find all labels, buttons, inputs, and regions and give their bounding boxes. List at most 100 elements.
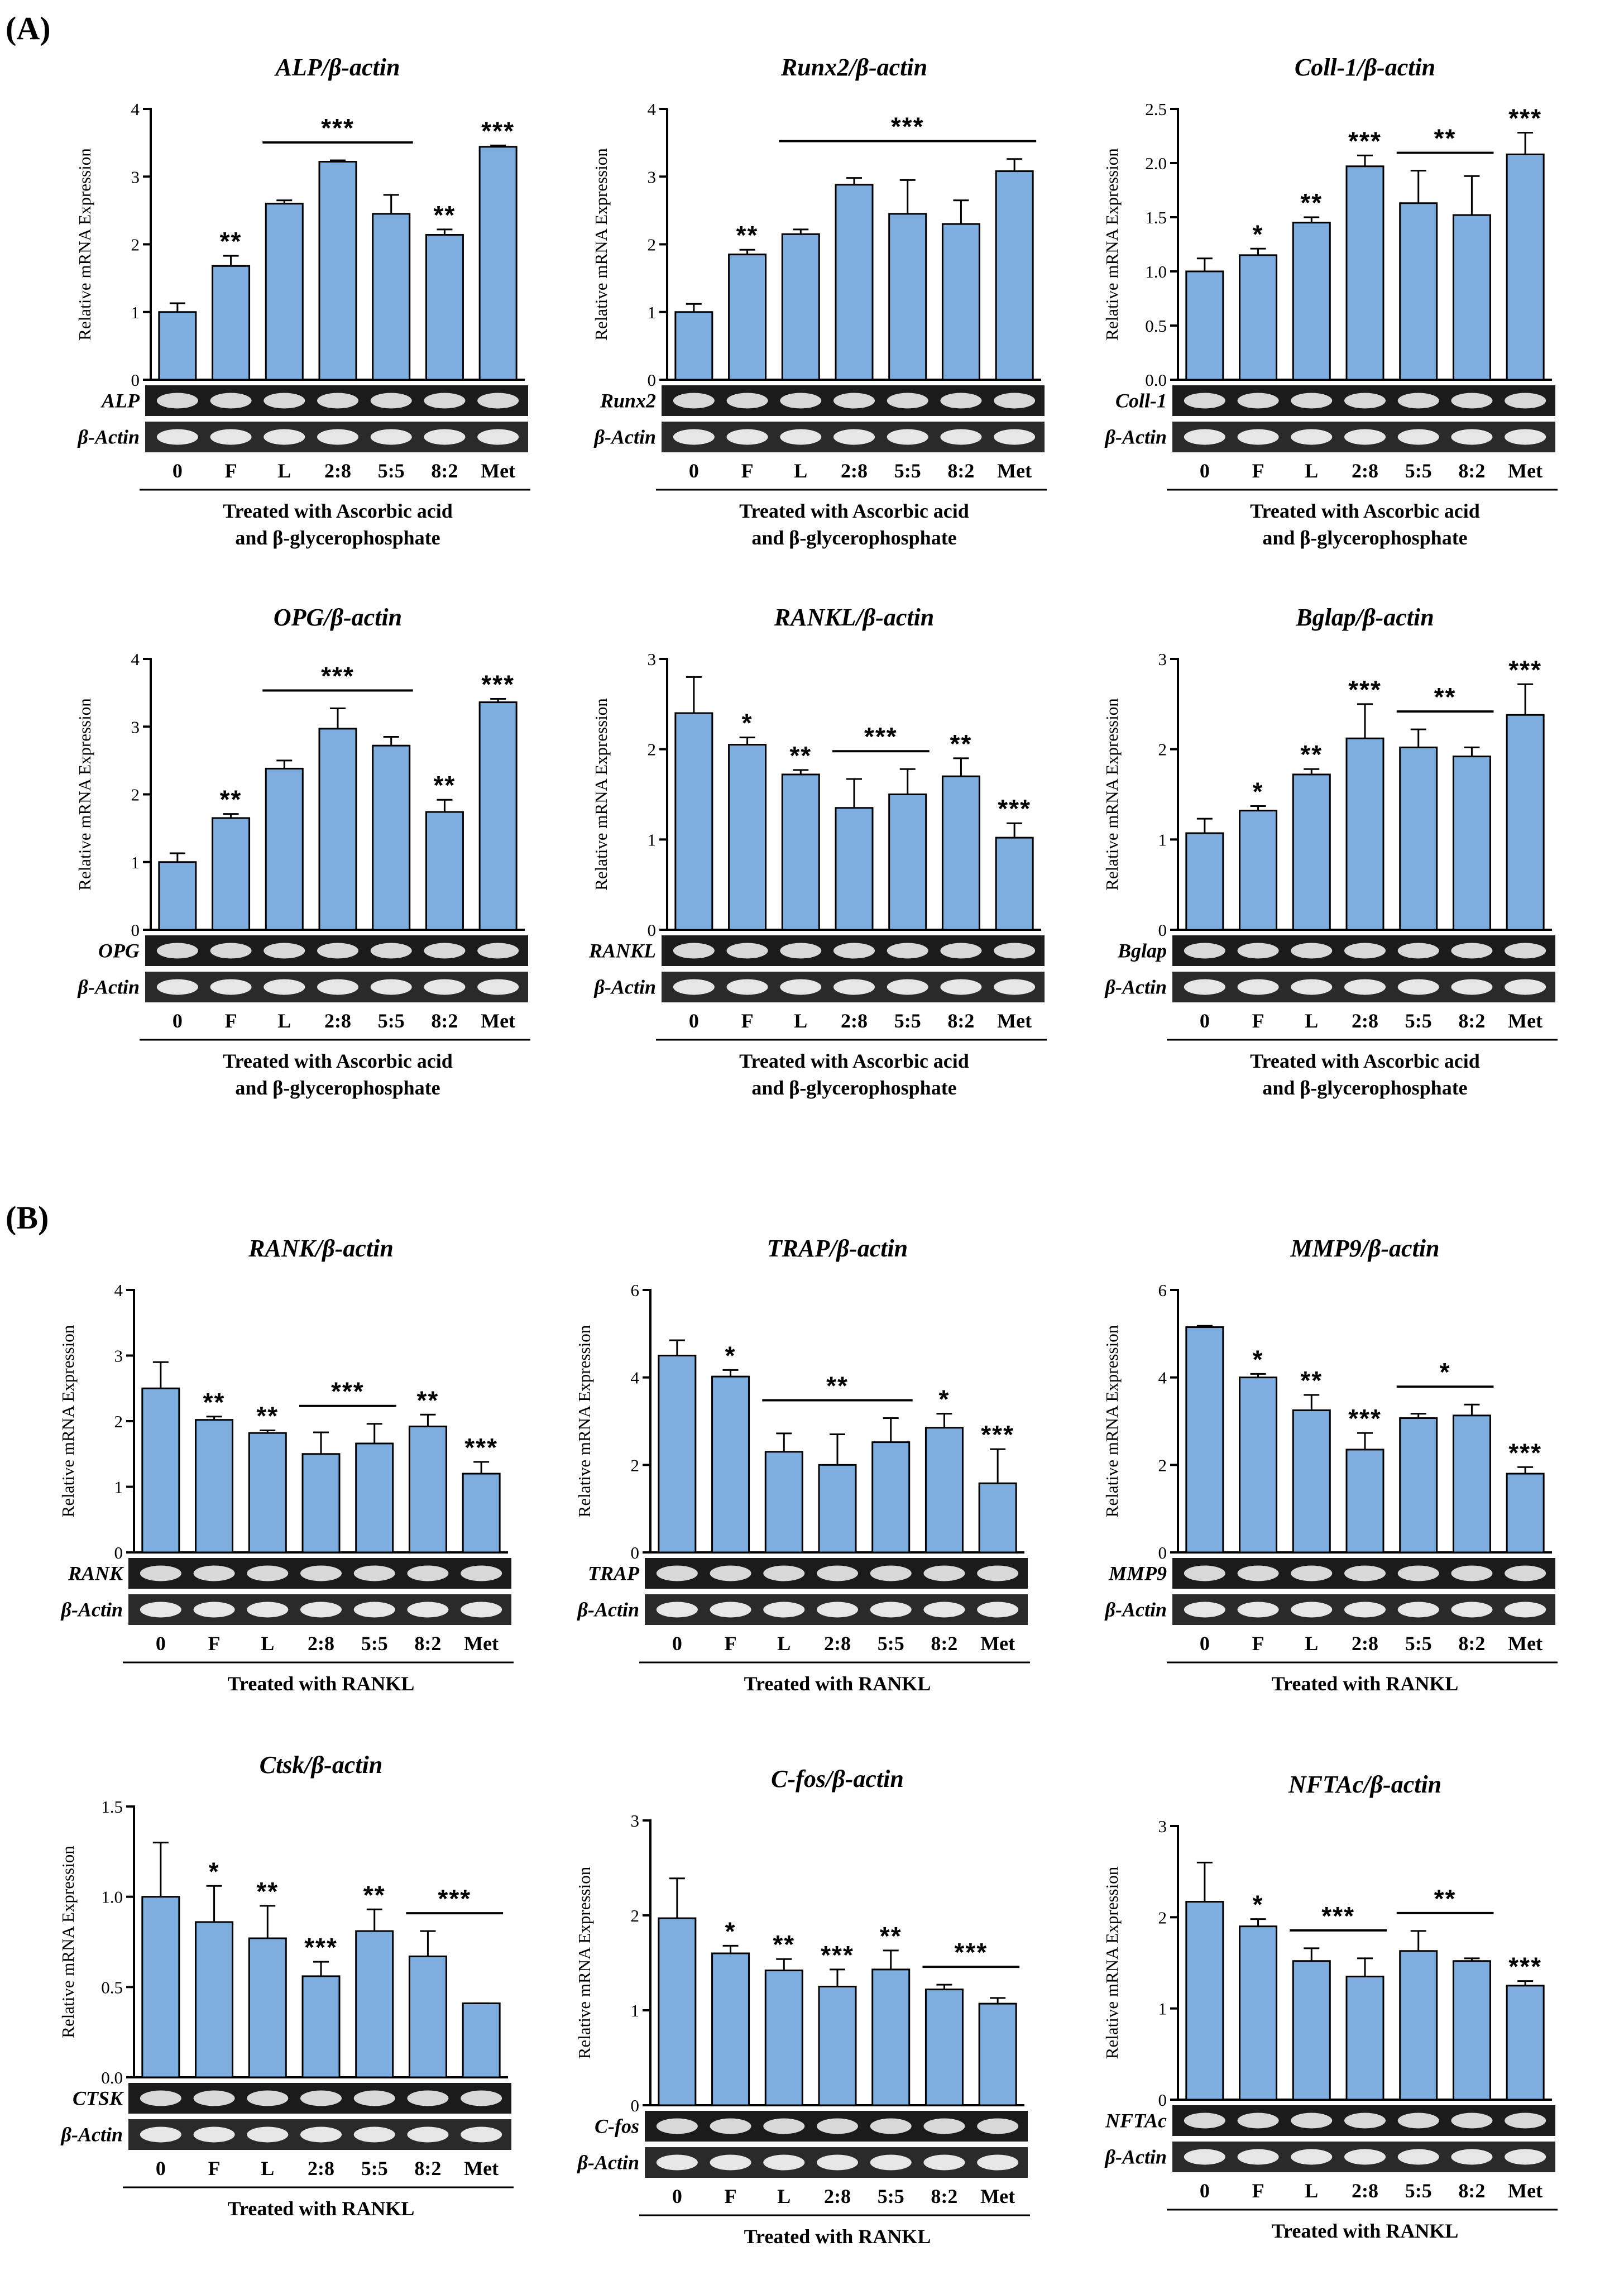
gel-band <box>817 1602 858 1618</box>
x-tick-label: 0 <box>1200 1010 1210 1032</box>
gel-band <box>1397 393 1439 409</box>
x-tick-label: 5:5 <box>378 1010 405 1032</box>
y-tick-label: 1 <box>631 2001 640 2020</box>
bar-8:2 <box>1452 756 1491 931</box>
y-axis-label: Relative mRNA Expression <box>591 698 611 891</box>
y-tick-label: 2.0 <box>1145 154 1167 173</box>
x-tick-label: 2:8 <box>308 2157 334 2180</box>
x-tick-label: F <box>725 2185 737 2207</box>
bar-L <box>764 1970 803 2106</box>
x-tick-label: 0 <box>689 1010 699 1032</box>
gel-band <box>994 393 1036 409</box>
gel-band <box>887 979 928 995</box>
x-tick-label: 2:8 <box>1352 1010 1378 1032</box>
gel-band <box>1291 943 1333 959</box>
gel-band <box>193 1602 235 1618</box>
gel-band <box>870 1565 912 1581</box>
gel-band <box>1184 429 1225 445</box>
gel-band <box>1505 1602 1546 1618</box>
significance-label: * <box>1253 1890 1264 1919</box>
gel-band <box>193 2126 235 2143</box>
gel-band <box>156 979 198 995</box>
gel-band <box>1184 1602 1225 1618</box>
significance-label: *** <box>464 1433 498 1462</box>
y-tick-label: 3 <box>131 717 140 737</box>
y-tick-label: 0 <box>1158 2090 1167 2110</box>
gel-band <box>726 429 768 445</box>
treatment-label: Treated with RANKL <box>228 2197 415 2220</box>
y-tick-label: 1 <box>648 303 657 322</box>
x-tick-label: 2:8 <box>824 1632 851 1655</box>
gel-label: β-Actin <box>77 426 140 448</box>
x-tick-label: Met <box>464 1632 499 1655</box>
gel-band <box>477 393 519 409</box>
bar-Met <box>462 1473 501 1554</box>
treatment-label: Treated with Ascorbic acid <box>739 500 969 522</box>
gel-band <box>353 2090 395 2106</box>
gel-band <box>656 1565 698 1581</box>
significance-label: ** <box>1300 188 1323 217</box>
significance-label: *** <box>821 1941 854 1970</box>
gel-band <box>710 1602 751 1618</box>
x-tick-label: Met <box>1508 460 1542 482</box>
gel-band <box>370 943 412 959</box>
gel-label: TRAP <box>588 1562 640 1585</box>
y-axis-label: Relative mRNA Expression <box>1102 1866 1122 2059</box>
gel-band <box>656 2118 698 2134</box>
bar-0 <box>674 712 713 931</box>
gel-label: β-Actin <box>577 1599 639 1621</box>
gel-label: RANKL <box>588 940 656 962</box>
y-tick-label: 2 <box>1158 1455 1167 1475</box>
significance-label: ** <box>434 200 456 230</box>
y-axis-label: Relative mRNA Expression <box>1102 148 1122 341</box>
gel-band <box>1344 2112 1386 2129</box>
gel-label: RANK <box>68 1562 124 1585</box>
gel-band <box>656 2154 698 2171</box>
x-tick-label: Met <box>1508 1632 1542 1655</box>
x-tick-label: L <box>1305 1632 1318 1655</box>
gel-label: β-Actin <box>77 976 140 998</box>
x-tick-label: F <box>1252 1632 1264 1655</box>
x-tick-label: L <box>794 460 807 482</box>
bracket-label: *** <box>864 722 898 751</box>
bar-2:8 <box>301 1975 341 2078</box>
gel-band <box>1397 2149 1439 2165</box>
gel-band <box>370 979 412 995</box>
x-tick-label: 0 <box>1200 1632 1210 1655</box>
x-tick-label: 8:2 <box>947 1010 974 1032</box>
x-tick-label: Met <box>1508 2180 1542 2202</box>
gel-band <box>1291 2149 1333 2165</box>
bar-Met <box>1506 1473 1545 1554</box>
y-tick-label: 0 <box>648 920 657 940</box>
gel-band <box>1451 393 1493 409</box>
bar-F <box>195 1419 234 1554</box>
y-tick-label: 1 <box>114 1478 123 1497</box>
gel-band <box>156 393 198 409</box>
gel-band <box>726 979 768 995</box>
gel-band <box>1451 429 1493 445</box>
x-tick-label: Met <box>481 1010 515 1032</box>
gel-band <box>1505 2149 1546 2165</box>
bar-L <box>1292 222 1331 381</box>
gel-label: β-Actin <box>1104 1599 1167 1621</box>
y-axis-label: Relative mRNA Expression <box>75 148 94 341</box>
chart-panel-bglap: Bglap/β-actin Relative mRNA Expression 0 1 2… <box>1102 604 1558 1099</box>
bar-2:8 <box>1345 1976 1385 2101</box>
chart-panel-trap: TRAP/β-actin Relative mRNA Expression 0 2 4 6… <box>574 1235 1030 1695</box>
x-tick-label: 5:5 <box>894 460 921 482</box>
x-tick-label: 0 <box>689 460 699 482</box>
significance-label: * <box>209 1857 220 1886</box>
bar-2:8 <box>301 1453 341 1554</box>
bar-L <box>265 767 304 931</box>
chart-panel-nftac: NFTAc/β-actin Relative mRNA Expression 0 1 2… <box>1102 1771 1558 2242</box>
gel-band <box>1505 2112 1546 2129</box>
y-tick-label: 0 <box>131 920 140 940</box>
x-tick-label: 5:5 <box>361 1632 388 1655</box>
gel-label: β-Actin <box>577 2152 639 2174</box>
gel-band <box>817 1565 858 1581</box>
bar-L <box>248 1432 287 1554</box>
bar-8:2 <box>924 1427 964 1554</box>
gel-band <box>780 429 822 445</box>
chart-title: RANK/β-actin <box>248 1235 394 1262</box>
section-a-label: (A) <box>6 10 51 46</box>
